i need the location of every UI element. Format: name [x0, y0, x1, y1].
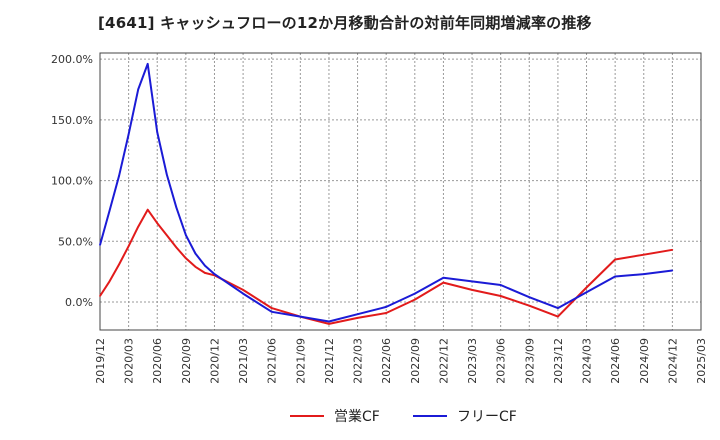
- legend-item-free-cf: フリーCF: [413, 404, 517, 428]
- series-1-point: [499, 284, 502, 286]
- series-1-point: [557, 307, 559, 309]
- series-0-point: [442, 281, 445, 284]
- series-0-point: [146, 208, 149, 211]
- series-1-point: [127, 133, 130, 136]
- series-0-point: [270, 307, 273, 309]
- series-0-point: [471, 289, 473, 291]
- series-0-point: [499, 295, 502, 297]
- series-0-point: [242, 289, 244, 291]
- series-1-point: [414, 292, 416, 295]
- series-0-point: [585, 286, 588, 289]
- series-lines: [99, 62, 674, 325]
- series-1-point: [471, 280, 473, 283]
- series-0-point: [108, 280, 111, 283]
- legend-label-free-cf: フリーCF: [457, 409, 517, 425]
- series-0-point: [528, 304, 531, 307]
- y-tick-label: 50.0%: [58, 235, 93, 248]
- series-1-point: [99, 244, 101, 246]
- series-1-point: [175, 206, 178, 209]
- series-0-point: [166, 234, 168, 236]
- legend-swatch-operating-cf: [290, 415, 324, 417]
- series-0-point: [414, 298, 416, 301]
- x-tick-label: 2022/03: [352, 338, 365, 384]
- plot-frame: [99, 52, 702, 331]
- series-0-point: [671, 249, 674, 251]
- series-1-point: [242, 292, 244, 295]
- legend: 営業CF フリーCF: [0, 404, 720, 428]
- series-1-point: [442, 277, 445, 279]
- series-1-point: [108, 210, 111, 212]
- legend-item-operating-cf: 営業CF: [290, 404, 380, 428]
- x-tick-label: 2022/06: [380, 338, 393, 384]
- x-tick-label: 2023/06: [495, 338, 508, 384]
- series-1-point: [270, 311, 273, 313]
- chart-title: [4641] キャッシュフローの12か月移動合計の対前年同期増減率の推移: [98, 14, 592, 32]
- x-tick-label: 2022/12: [437, 338, 450, 384]
- series-1-point: [166, 173, 168, 176]
- x-tick-label: 2021/06: [266, 338, 279, 384]
- series-1-point: [528, 296, 531, 299]
- series-1-point: [118, 174, 120, 177]
- series-0-point: [328, 323, 330, 325]
- series-1-point: [299, 315, 302, 318]
- series-1-point: [137, 88, 139, 91]
- x-tick-label: 2024/09: [638, 338, 651, 384]
- series-0-point: [194, 266, 197, 268]
- series-0-point: [99, 295, 101, 297]
- x-tick-label: 2025/03: [695, 338, 708, 384]
- series-1-point: [614, 275, 616, 278]
- x-tick-label: 2020/09: [180, 338, 193, 384]
- series-0-point: [643, 253, 645, 256]
- series-0-point: [137, 225, 139, 228]
- x-tick-label: 2023/03: [466, 338, 479, 384]
- x-tick-label: 2020/12: [208, 338, 221, 384]
- y-tick-label: 150.0%: [51, 114, 93, 127]
- series-0-point: [127, 245, 130, 247]
- series-1-point: [328, 320, 330, 323]
- series-1-point: [585, 291, 588, 294]
- x-tick-label: 2022/09: [409, 338, 422, 384]
- x-tick-label: 2020/06: [151, 338, 164, 384]
- series-1-point: [156, 131, 158, 133]
- x-tick-label: 2024/06: [609, 338, 622, 384]
- legend-swatch-free-cf: [413, 415, 447, 417]
- x-tick-label: 2023/12: [552, 338, 565, 384]
- series-0-point: [156, 222, 158, 224]
- series-0-point: [175, 246, 178, 249]
- series-1-point: [356, 313, 359, 316]
- x-tick-label: 2021/12: [323, 338, 336, 384]
- series-1-point: [385, 306, 388, 308]
- x-tick-label: 2023/09: [523, 338, 536, 384]
- y-tick-label: 100.0%: [51, 175, 93, 188]
- series-0-point: [185, 257, 187, 260]
- series-0-point: [118, 263, 120, 266]
- series-1-point: [194, 252, 197, 255]
- series-0-point: [557, 315, 559, 318]
- series-0-point: [356, 317, 359, 319]
- legend-label-operating-cf: 営業CF: [334, 409, 380, 425]
- x-tick-label: 2024/12: [666, 338, 679, 384]
- y-tick-label: 200.0%: [51, 53, 93, 66]
- series-1-point: [146, 63, 149, 65]
- series-0-point: [614, 258, 616, 261]
- series-1-point: [643, 273, 645, 275]
- grid: [100, 53, 701, 330]
- y-tick-label: 0.0%: [65, 296, 93, 309]
- x-tick-label: 2024/03: [581, 338, 594, 384]
- x-tick-label: 2019/12: [94, 338, 107, 384]
- x-tick-label: 2020/03: [123, 338, 136, 384]
- y-axis: 200.0% 150.0% 100.0% 50.0% 0.0%: [51, 53, 93, 309]
- series-1-point: [671, 269, 674, 272]
- series-0-point: [385, 312, 388, 314]
- x-axis: 2019/12 2020/03 2020/06 2020/09 2020/12 2021/…: [94, 338, 708, 384]
- series-1-point: [185, 234, 187, 236]
- series-0-point: [204, 272, 206, 274]
- x-tick-label: 2021/09: [294, 338, 307, 384]
- series-1-point: [204, 264, 206, 267]
- x-tick-label: 2021/03: [237, 338, 250, 384]
- series-1-point: [213, 273, 216, 275]
